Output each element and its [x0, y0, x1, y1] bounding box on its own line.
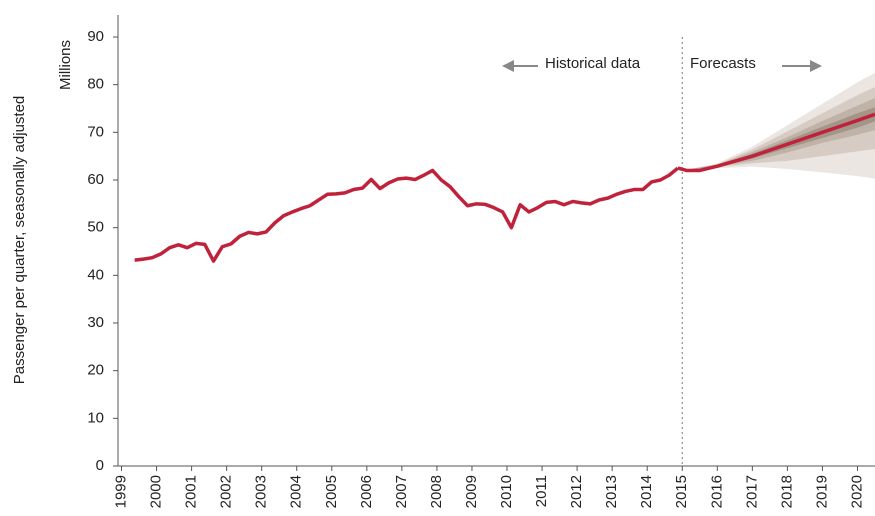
- y-tick-label: 70: [87, 123, 104, 140]
- x-tick-label: 2010: [498, 475, 515, 508]
- y-unit-label: Millions: [57, 40, 74, 90]
- x-tick-label: 2001: [183, 475, 200, 508]
- y-tick-label: 80: [87, 76, 104, 93]
- x-tick-label: 2013: [603, 475, 620, 508]
- x-tick-label: 2007: [393, 475, 410, 508]
- x-tick-label: 2014: [638, 475, 655, 508]
- annotation: Forecasts: [690, 55, 756, 72]
- x-tick-label: 2019: [813, 475, 830, 508]
- x-tick-label: 2020: [848, 475, 865, 508]
- forecast-line: [677, 112, 875, 173]
- arrow: [502, 60, 822, 72]
- x-tick-label: 2003: [253, 475, 270, 508]
- x-tick-label: 2002: [218, 475, 235, 508]
- x-tick-label: 1999: [112, 475, 129, 508]
- x-tick-label: 2011: [533, 475, 550, 507]
- y-tick-label: 20: [87, 362, 104, 379]
- x-tick-label: 2005: [323, 475, 340, 508]
- fan-band: [682, 87, 875, 171]
- y-tick-label: 50: [87, 219, 104, 236]
- x-tick-label: 2008: [428, 475, 445, 508]
- x-tick-label: 2018: [778, 475, 795, 508]
- y-tick-label: 40: [87, 266, 104, 283]
- y-tick-label: 90: [87, 28, 104, 45]
- fan-band: [682, 98, 875, 171]
- x-tick-label: 2017: [743, 475, 760, 508]
- y-tick-label: 60: [87, 171, 104, 188]
- y-axis-label: Passenger per quarter, seasonally adjust…: [11, 96, 28, 385]
- x-tick-label: 2016: [708, 475, 725, 508]
- annotation: Historical data: [545, 55, 641, 72]
- y-tick-label: 30: [87, 314, 104, 331]
- y-tick-label: 0: [96, 457, 104, 474]
- x-tick-label: 2012: [568, 475, 585, 508]
- x-tick-label: 2000: [148, 475, 165, 508]
- x-tick-label: 2006: [358, 475, 375, 508]
- history-line: [134, 166, 679, 263]
- x-tick-label: 2009: [463, 475, 480, 508]
- x-tick-label: 2015: [673, 475, 690, 508]
- y-tick-label: 10: [87, 409, 104, 426]
- x-tick-label: 2004: [288, 475, 305, 508]
